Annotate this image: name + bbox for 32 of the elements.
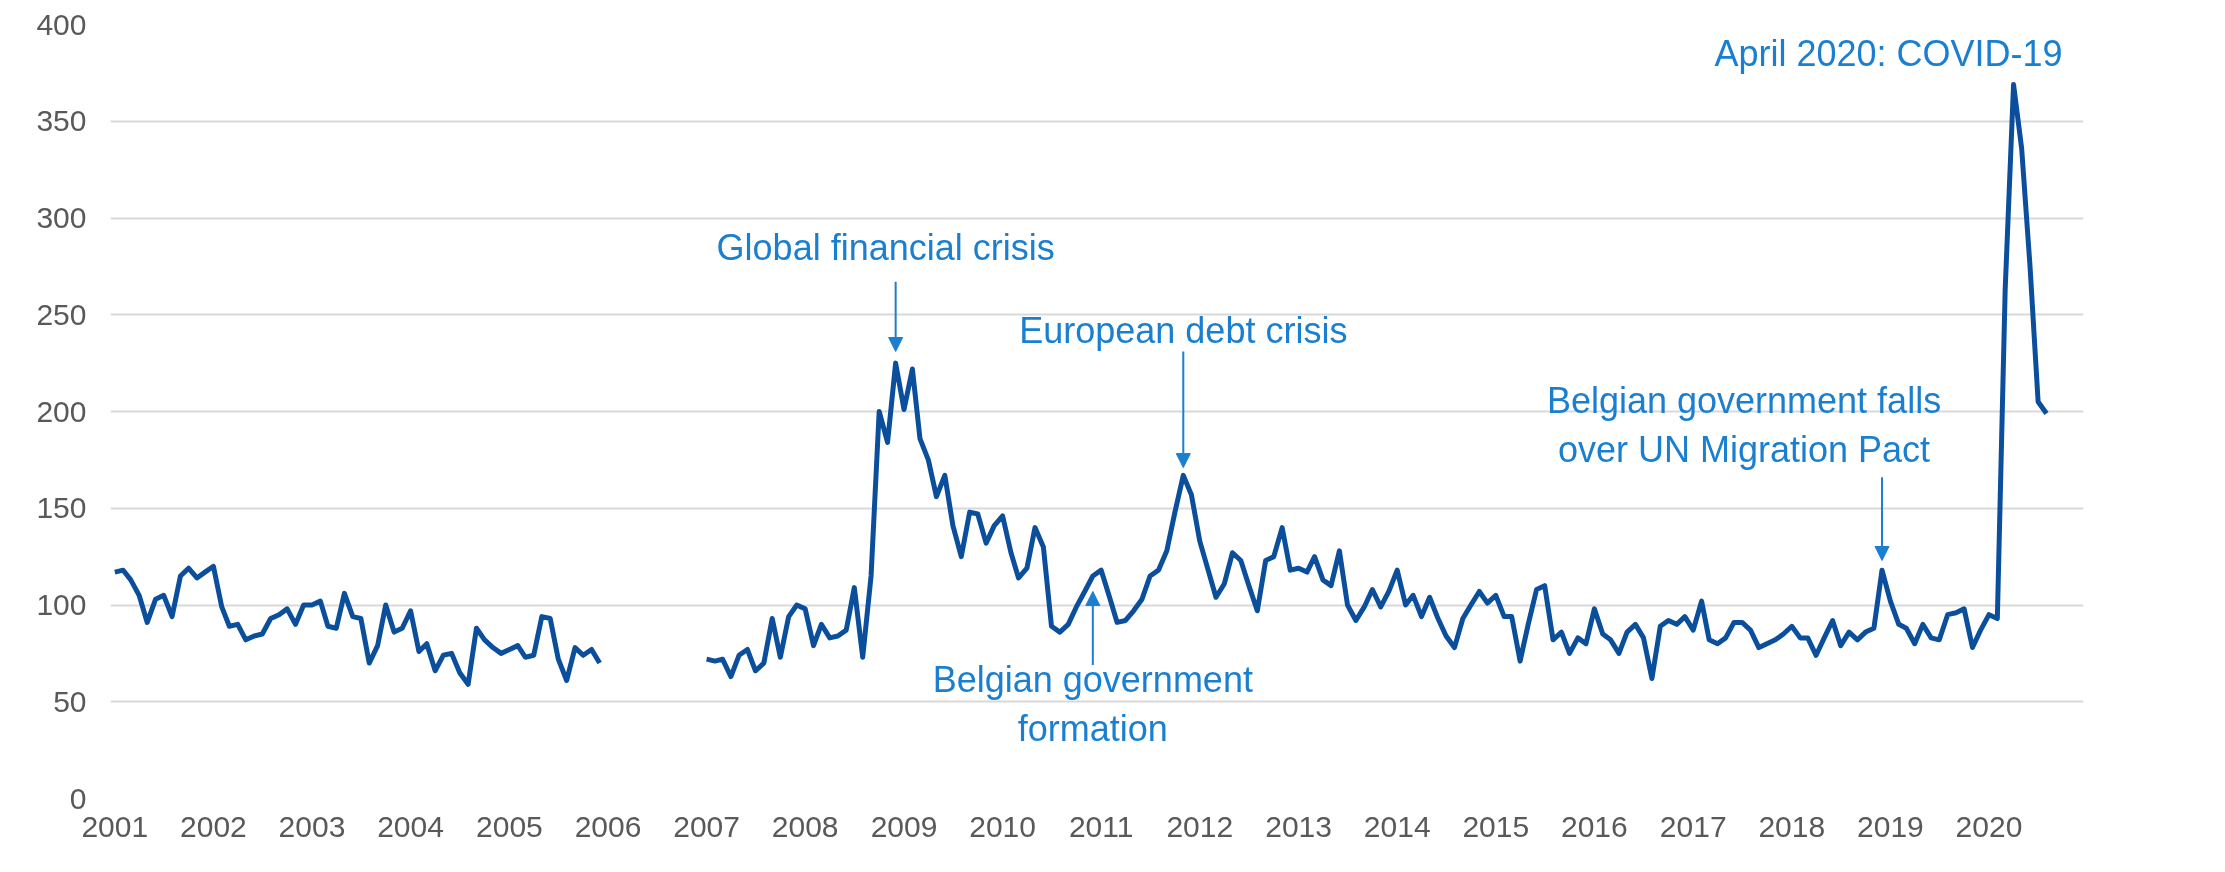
y-tick-label: 100 <box>36 588 87 621</box>
y-tick-label: 400 <box>36 7 87 41</box>
x-tick-label: 2009 <box>870 809 938 843</box>
x-tick-label: 2014 <box>1363 809 1431 843</box>
y-tick-label: 300 <box>36 201 87 234</box>
y-tick-label: 250 <box>36 297 87 331</box>
annotation: Belgian government falls over UN Migration Pact <box>1546 379 1942 471</box>
x-tick-label: 2007 <box>673 809 740 843</box>
x-tick-label: 2016 <box>1561 809 1628 843</box>
x-tick-label: 2005 <box>476 809 543 843</box>
annotation: European debt crisis <box>1019 309 1348 351</box>
y-tick-label: 150 <box>36 491 87 525</box>
x-tick-label: 2015 <box>1462 809 1530 843</box>
x-tick-label: 2013 <box>1265 809 1332 843</box>
y-tick-label: 50 <box>53 684 87 718</box>
x-tick-label: 2003 <box>278 809 346 843</box>
x-tick-label: 2019 <box>1857 809 1924 843</box>
annotation: Belgian government formation <box>932 658 1253 749</box>
x-tick-label: 2018 <box>1758 809 1826 843</box>
annotation: Global financial crisis <box>716 226 1055 268</box>
y-tick-label: 200 <box>36 394 87 428</box>
y-tick-label: 350 <box>36 104 87 138</box>
x-tick-label: 2004 <box>377 809 444 843</box>
x-tick-label: 2012 <box>1166 809 1234 843</box>
x-tick-label: 2011 <box>1068 809 1134 843</box>
x-tick-label: 2006 <box>574 809 642 843</box>
x-tick-label: 2002 <box>180 809 247 843</box>
x-tick-label: 2017 <box>1659 809 1727 843</box>
x-tick-label: 2020 <box>1955 809 2023 843</box>
annotation: April 2020: COVID-19 <box>1714 33 2063 75</box>
x-tick-label: 2008 <box>771 809 839 843</box>
x-tick-label: 2010 <box>969 809 1036 843</box>
